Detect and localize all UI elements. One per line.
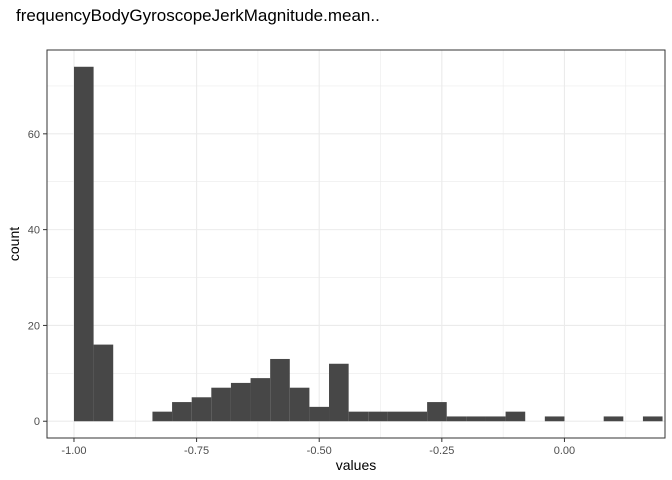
histogram-bar xyxy=(329,363,349,422)
histogram-bar xyxy=(427,402,447,422)
y-tick-label: 40 xyxy=(28,225,40,237)
panel-background xyxy=(47,50,665,438)
histogram-bar xyxy=(505,411,526,422)
chart-title: frequencyBodyGyroscopeJerkMagnitude.mean… xyxy=(16,6,380,25)
panel-border xyxy=(46,49,666,439)
histogram-bar xyxy=(230,382,251,422)
histogram-bar xyxy=(485,416,506,422)
y-axis-title: count xyxy=(6,227,22,261)
histogram-bar xyxy=(407,411,428,422)
histogram-bar xyxy=(211,387,231,422)
histogram-bar xyxy=(348,411,369,422)
histogram-bar xyxy=(93,344,114,422)
histogram-bar xyxy=(73,66,94,422)
histogram-bar xyxy=(250,378,271,422)
histogram-bar xyxy=(368,411,388,422)
x-tick-label: -0.75 xyxy=(184,445,209,457)
histogram-bar xyxy=(642,416,663,422)
histogram-bar xyxy=(289,387,310,422)
histogram-bar xyxy=(172,402,192,422)
grid-lines xyxy=(47,50,665,438)
histogram-bars xyxy=(73,66,663,422)
axis-ticks: -1.00 -0.75 -0.50 -0.25 0.00 0 20 40 60 xyxy=(28,129,575,457)
histogram-bar xyxy=(387,411,408,422)
x-tick-label: 0.00 xyxy=(554,445,575,457)
histogram-bar xyxy=(544,416,565,422)
histogram-bar xyxy=(466,416,486,422)
y-tick-label: 60 xyxy=(28,129,40,141)
x-tick-label: -0.50 xyxy=(307,445,332,457)
histogram-bar xyxy=(309,406,330,422)
x-tick-label: -0.25 xyxy=(429,445,454,457)
x-axis-title: values xyxy=(336,457,376,473)
histogram-bar xyxy=(270,358,290,422)
histogram-bar xyxy=(446,416,467,422)
histogram-bar xyxy=(152,411,173,422)
y-tick-label: 20 xyxy=(28,320,40,332)
y-tick-label: 0 xyxy=(34,416,40,428)
histogram-bar xyxy=(191,397,212,422)
histogram-bar xyxy=(603,416,624,422)
x-tick-label: -1.00 xyxy=(61,445,86,457)
